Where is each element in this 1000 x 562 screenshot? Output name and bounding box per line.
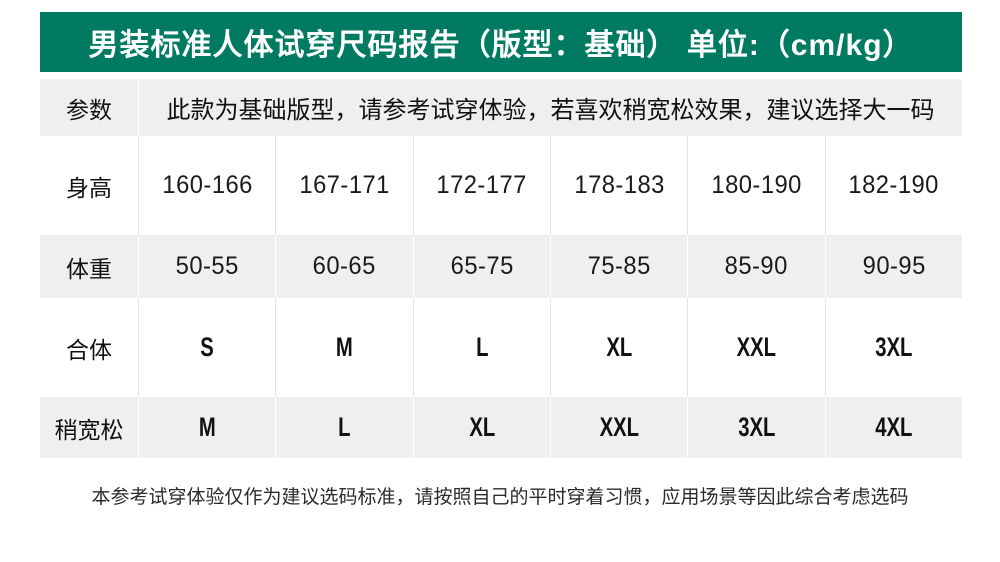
height-range: 167-171 — [299, 171, 390, 199]
size-code: XXL — [736, 332, 777, 362]
weight-range: 90-95 — [862, 252, 926, 280]
value-cell: 65-75 — [412, 235, 550, 298]
value-cell: 60-65 — [275, 235, 412, 298]
size-code: M — [336, 332, 353, 362]
note-cell: 此款为基础版型，请参考试穿体验，若喜欢稍宽松效果，建议选择大一码 — [138, 79, 962, 136]
value-cell: 90-95 — [824, 235, 962, 298]
value-cell: XXL — [687, 298, 824, 397]
value-cell: XL — [549, 298, 687, 397]
size-code: S — [200, 332, 214, 362]
value-cell: 85-90 — [687, 235, 824, 298]
table-row-weight: 体重 50-55 60-65 65-75 75-85 85-90 90-95 — [40, 235, 962, 298]
row-label: 参数 — [66, 96, 112, 123]
value-cell: 178-183 — [549, 136, 687, 235]
value-cell: 3XL — [687, 397, 824, 458]
table-row-params: 参数 此款为基础版型，请参考试穿体验，若喜欢稍宽松效果，建议选择大一码 — [40, 79, 962, 136]
value-cell: 172-177 — [412, 136, 550, 235]
height-range: 178-183 — [573, 171, 665, 199]
value-cell: 167-171 — [275, 136, 412, 235]
value-cell: XXL — [549, 397, 687, 458]
row-label: 稍宽松 — [54, 416, 124, 443]
table-row-height: 身高 160-166 167-171 172-177 178-183 180-1… — [40, 136, 962, 235]
size-code: L — [475, 332, 488, 362]
value-cell: 3XL — [824, 298, 962, 397]
height-range: 160-166 — [161, 171, 253, 199]
table-row-fitted: 合体 S M L XL XXL 3XL — [40, 298, 962, 397]
value-cell: L — [275, 397, 412, 458]
size-code: XL — [606, 332, 633, 362]
size-code: 3XL — [737, 412, 776, 442]
table-row-loose: 稍宽松 M L XL XXL 3XL 4XL — [40, 397, 962, 458]
weight-range: 65-75 — [450, 252, 514, 280]
size-code: XL — [468, 412, 495, 442]
row-label: 身高 — [66, 174, 112, 201]
value-cell: 50-55 — [138, 235, 275, 298]
row-label: 合体 — [66, 336, 112, 363]
report-header: 男装标准人体试穿尺码报告（版型：基础） 单位:（cm/kg） — [40, 12, 962, 72]
size-code: XXL — [599, 412, 639, 442]
value-cell: L — [412, 298, 550, 397]
size-table: 参数 此款为基础版型，请参考试穿体验，若喜欢稍宽松效果，建议选择大一码 身高 1… — [40, 79, 962, 458]
report-title: 男装标准人体试穿尺码报告（版型：基础） 单位:（cm/kg） — [88, 29, 914, 62]
height-range: 180-190 — [711, 171, 802, 199]
weight-range: 60-65 — [312, 252, 377, 280]
footnote-container: 本参考试穿体验仅作为建议选码标准，请按照自己的平时穿着习惯，应用场景等因此综合考… — [0, 482, 1000, 509]
value-cell: 182-190 — [824, 136, 962, 235]
value-cell: M — [275, 298, 412, 397]
row-label: 体重 — [66, 255, 112, 282]
size-code: 3XL — [875, 332, 913, 362]
height-range: 182-190 — [848, 171, 940, 199]
weight-range: 85-90 — [724, 252, 789, 280]
size-code: 4XL — [875, 412, 913, 442]
value-cell: 4XL — [824, 397, 962, 458]
value-cell: XL — [412, 397, 550, 458]
size-code: L — [338, 412, 351, 442]
value-cell: 160-166 — [138, 136, 275, 235]
value-cell: M — [138, 397, 275, 458]
value-cell: 180-190 — [687, 136, 824, 235]
value-cell: 75-85 — [549, 235, 687, 298]
value-cell: S — [138, 298, 275, 397]
weight-range: 50-55 — [175, 252, 239, 280]
weight-range: 75-85 — [587, 252, 651, 280]
size-code: M — [198, 412, 216, 442]
height-range: 172-177 — [436, 171, 528, 199]
footnote: 本参考试穿体验仅作为建议选码标准，请按照自己的平时穿着习惯，应用场景等因此综合考… — [91, 487, 909, 508]
